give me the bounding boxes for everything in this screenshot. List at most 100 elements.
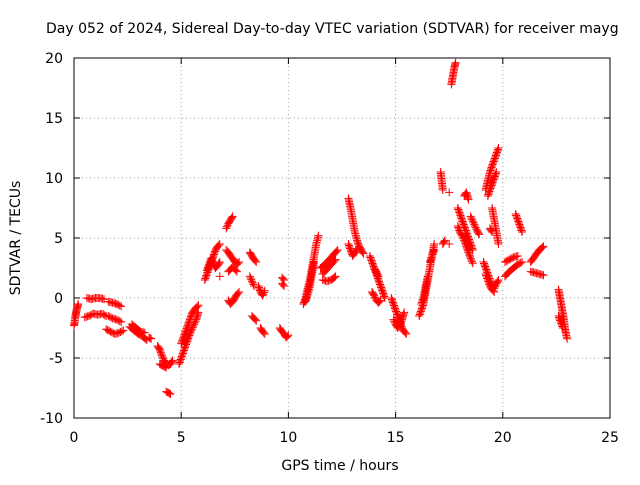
data-track [485, 224, 497, 236]
data-point [469, 218, 478, 227]
data-point [494, 144, 503, 152]
x-tick-label: 20 [494, 430, 512, 446]
data-point [353, 244, 362, 253]
data-point [214, 241, 223, 250]
data-point [215, 272, 224, 281]
data-point [467, 214, 476, 222]
data-point [166, 390, 175, 398]
data-point [260, 330, 269, 338]
data-track [387, 294, 411, 338]
data-point [370, 291, 379, 300]
data-point [468, 244, 477, 253]
data-point [488, 228, 497, 236]
data-point [468, 257, 477, 266]
data-point [464, 195, 473, 204]
data-point [418, 295, 427, 304]
data-track [438, 236, 449, 248]
data-track [511, 210, 527, 236]
x-tick-label: 5 [177, 430, 186, 446]
data-point [155, 360, 164, 368]
data-point [373, 269, 382, 278]
x-tick-label: 10 [279, 430, 297, 446]
data-point [165, 389, 174, 398]
data-point [115, 301, 124, 310]
data-point [251, 256, 260, 265]
data-point [117, 318, 126, 326]
data-track [370, 264, 383, 281]
data-track [318, 255, 340, 278]
data-track [554, 312, 567, 332]
data-track [500, 252, 522, 266]
data-point [232, 267, 241, 276]
data-point [492, 168, 501, 176]
data-track [202, 254, 224, 275]
data-track [224, 288, 244, 308]
data-point [563, 334, 572, 343]
data-track [222, 212, 237, 233]
data-point [168, 356, 177, 365]
data-track [316, 246, 342, 272]
data-point [375, 297, 384, 306]
data-point [251, 315, 260, 324]
data-point [471, 223, 480, 232]
data-track [82, 294, 109, 304]
data-track [175, 308, 203, 368]
data-track [479, 258, 503, 293]
data-point [489, 286, 498, 295]
data-point [228, 212, 237, 221]
y-tick-label: 0 [54, 291, 63, 307]
data-point [247, 275, 256, 284]
data-point [390, 317, 399, 326]
data-track [447, 58, 460, 89]
data-point [493, 277, 502, 286]
data-track [554, 285, 572, 343]
data-track [247, 312, 261, 325]
data-point [330, 256, 339, 265]
data-point [258, 291, 267, 300]
data-point [374, 272, 383, 281]
data-point [259, 290, 268, 298]
data-point [468, 259, 477, 268]
data-point [74, 300, 83, 308]
data-track [389, 308, 409, 332]
data-point [458, 233, 467, 242]
chart-title: Day 052 of 2024, Sidereal Day-to-day VTE… [46, 21, 619, 37]
data-track [368, 288, 385, 307]
data-track [155, 360, 171, 372]
data-track [453, 204, 477, 254]
data-point [440, 237, 449, 246]
y-tick-label: -10 [40, 411, 63, 427]
y-tick-label: 10 [45, 171, 63, 187]
data-track [299, 231, 323, 308]
data-point [538, 243, 547, 252]
data-track [245, 248, 261, 266]
data-point [231, 266, 240, 275]
data-point [260, 288, 269, 297]
data-point [358, 248, 367, 257]
data-point [467, 256, 476, 264]
data-point [376, 296, 385, 305]
data-point [494, 276, 503, 284]
data-point [194, 301, 203, 310]
data-track [70, 300, 83, 330]
x-tick-label: 15 [387, 430, 405, 446]
data-point [423, 272, 432, 281]
data-point [429, 247, 438, 256]
data-point [539, 271, 548, 280]
data-point [451, 58, 460, 67]
y-tick-label: -5 [49, 351, 63, 367]
data-track [425, 246, 439, 266]
y-tick-label: 15 [45, 111, 63, 127]
data-point [185, 330, 194, 338]
data-point [373, 270, 382, 279]
data-point [491, 169, 500, 178]
data-track [436, 168, 447, 194]
data-point [245, 272, 254, 281]
data-track [102, 325, 128, 338]
data-point [235, 288, 244, 296]
data-point [279, 280, 288, 289]
data-point [537, 244, 546, 253]
data-point [331, 272, 340, 281]
data-point [445, 188, 454, 197]
data-track [526, 242, 548, 266]
